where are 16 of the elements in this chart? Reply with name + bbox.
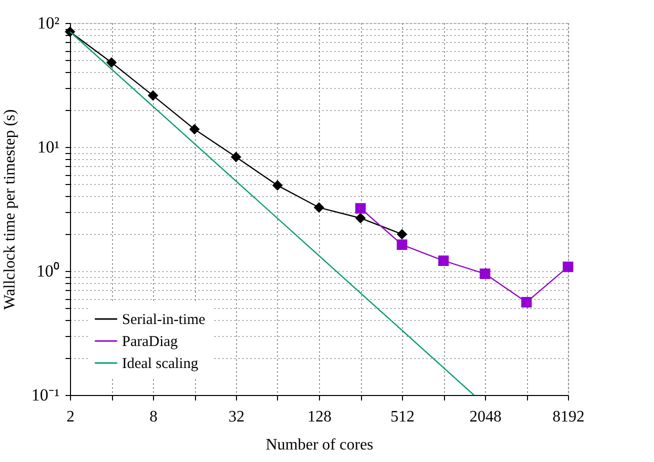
y-tick-label: 10¹ xyxy=(37,138,60,156)
x-tick-label: 8192 xyxy=(552,408,584,426)
x-axis-title: Number of cores xyxy=(266,436,374,454)
y-tick-label: 10² xyxy=(37,14,60,32)
y-tick-label: 10⁰ xyxy=(36,262,60,280)
y-tick-label: 10⁻¹ xyxy=(31,386,60,404)
legend-label: Ideal scaling xyxy=(122,356,199,372)
x-tick-label: 2048 xyxy=(470,408,502,426)
x-tick-label: 8 xyxy=(150,408,158,426)
x-tick-label: 2 xyxy=(66,408,74,426)
legend-label: Serial-in-time xyxy=(122,312,206,328)
legend-label: ParaDiag xyxy=(122,334,178,350)
x-tick-label: 32 xyxy=(228,408,244,426)
x-tick-label: 128 xyxy=(308,408,332,426)
y-axis-title: Wallclock time per timestep (s) xyxy=(1,109,18,310)
x-tick-label: 512 xyxy=(390,408,414,426)
